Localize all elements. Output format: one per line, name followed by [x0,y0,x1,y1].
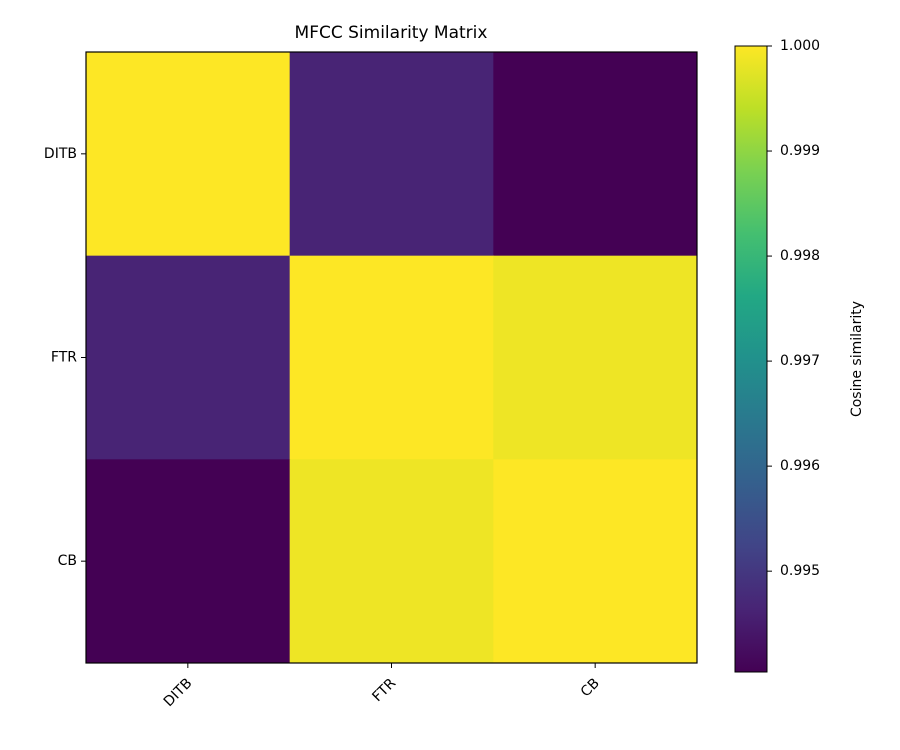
heatmap-cell [289,255,494,460]
y-tick-label: DITB [44,146,77,162]
heatmap-cell [86,52,291,257]
heatmap-cell [86,459,291,664]
heatmap-cell [493,255,698,460]
heatmap-cell [493,52,698,257]
colorbar-tick-label: 0.996 [780,458,820,474]
y-tick-label: CB [58,553,77,569]
colorbar-tick-label: 1.000 [780,38,820,54]
colorbar-tick-label: 0.995 [780,563,820,579]
colorbar [734,45,768,673]
colorbar-label: Cosine similarity [849,301,865,417]
colorbar-tick-label: 0.997 [780,353,820,369]
heatmap-cell [289,52,494,257]
heatmap-cell [289,459,494,664]
y-tick-label: FTR [51,350,77,366]
x-tick-label: FTR [369,675,399,705]
colorbar-tick-label: 0.999 [780,143,820,159]
colorbar-tick-label: 0.998 [780,248,820,264]
heatmap-cell [86,255,291,460]
x-tick-label: CB [578,675,603,700]
chart-title: MFCC Similarity Matrix [295,23,488,43]
heatmap-cell [493,459,698,664]
x-tick-label: DITB [161,675,196,710]
